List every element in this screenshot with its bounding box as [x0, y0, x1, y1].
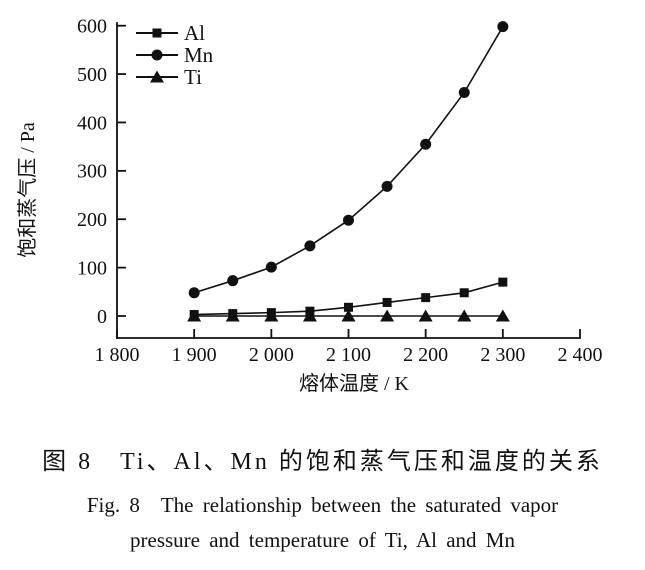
legend-label-Ti: Ti — [184, 65, 202, 89]
vapor-pressure-chart: 0 100 200 300 400 500 600 1 800 1 900 2 000 2 100 2… — [16, 16, 603, 396]
y-tick-label: 0 — [97, 306, 107, 328]
legend-label-Mn: Mn — [184, 43, 214, 67]
Mn-data-point — [304, 240, 316, 252]
Mn-data-point — [497, 21, 509, 33]
figure-caption-english-line2: pressure and temperature of Ti, Al and M… — [130, 528, 515, 552]
Ti-data-point — [418, 309, 433, 322]
Ti-data-point — [380, 309, 395, 322]
y-tick-label: 500 — [77, 64, 107, 86]
x-tick-label: 2 000 — [249, 344, 294, 366]
Ti-data-point — [302, 309, 317, 322]
Al-data-point — [459, 288, 469, 298]
Ti-data-point — [225, 309, 240, 322]
y-tick-label: 400 — [77, 112, 107, 134]
y-tick-label: 300 — [77, 161, 107, 183]
Mn-data-point — [188, 287, 200, 299]
Mn-data-point — [343, 214, 354, 226]
series-Ti — [187, 309, 510, 322]
Ti-data-point — [341, 309, 356, 322]
Ti-data-point — [264, 309, 279, 322]
Al-data-point — [382, 297, 392, 307]
y-axis-title: 饱和蒸气压 / Pa — [16, 122, 39, 258]
x-tick-label: 1 900 — [172, 344, 217, 366]
Ti-data-point — [495, 309, 510, 322]
x-tick-label: 2 100 — [326, 344, 371, 366]
y-tick-label: 100 — [77, 257, 107, 279]
x-tick-label: 2 400 — [558, 344, 603, 366]
legend-label-Al: Al — [184, 21, 205, 45]
Al-data-point — [421, 293, 431, 303]
Mn-line — [193, 26, 504, 294]
x-axis-title: 熔体温度 / K — [299, 372, 410, 395]
x-tick-label: 2 200 — [403, 344, 448, 366]
Al-data-point — [344, 302, 353, 312]
y-tick-label: 600 — [77, 16, 107, 38]
figure-caption-english-line1: Fig. 8 The relationship between the satu… — [86, 493, 559, 517]
figure-caption-chinese: 图 8 Ti、Al、Mn 的饱和蒸气压和温度的关系 — [42, 449, 603, 475]
series-Mn — [188, 21, 509, 299]
x-tick-label: 1 800 — [95, 344, 140, 366]
Mn-legend-marker-icon — [151, 49, 163, 61]
legend-item-Ti: Ti — [136, 65, 202, 89]
Mn-data-point — [458, 86, 470, 98]
Al-legend-marker-icon — [152, 28, 162, 38]
Mn-data-point — [227, 275, 239, 287]
y-tick-label: 200 — [77, 209, 107, 231]
Ti-data-point — [457, 309, 472, 322]
legend-item-Mn: Mn — [136, 43, 214, 67]
Mn-data-point — [381, 180, 393, 192]
Mn-data-point — [420, 138, 432, 150]
legend-item-Al: Al — [136, 21, 205, 45]
Ti-legend-marker-icon — [150, 70, 164, 83]
Ti-data-point — [187, 309, 202, 322]
Al-data-point — [498, 277, 508, 287]
x-tick-label: 2 300 — [480, 344, 525, 366]
Mn-data-point — [265, 261, 277, 273]
figure: 0 100 200 300 400 500 600 1 800 1 900 2 000 2 100 2… — [16, 16, 603, 553]
